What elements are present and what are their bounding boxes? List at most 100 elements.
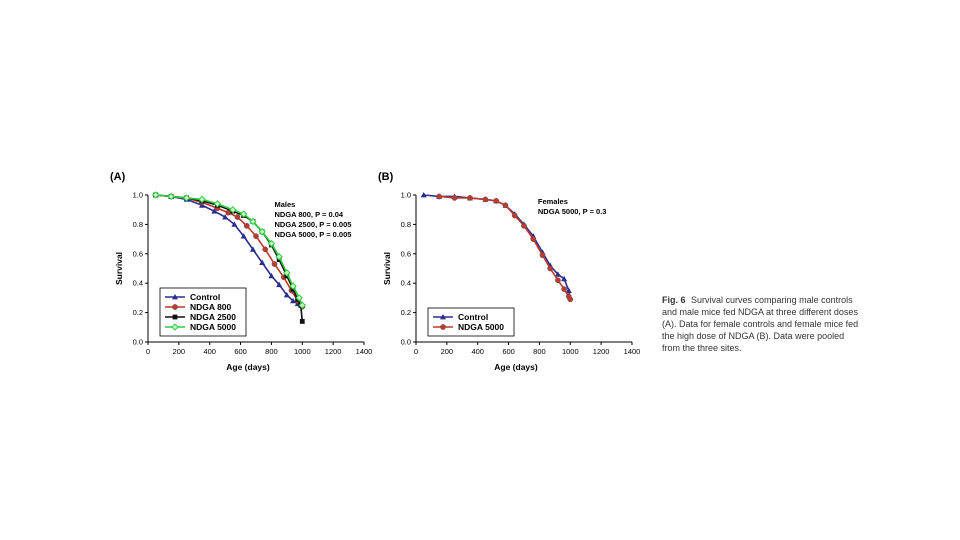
a-legend-label: NDGA 2500 [190, 312, 236, 322]
b-legend-marker [440, 314, 446, 320]
b-data-point [467, 195, 473, 201]
b-y-tick-label: 0.6 [401, 249, 411, 258]
b-y-tick-label: 0.8 [401, 220, 411, 229]
b-x-axis-title: Age (days) [494, 362, 538, 372]
a-panel-label: (A) [110, 171, 126, 183]
a-data-point [222, 214, 229, 220]
a-data-point [167, 192, 175, 201]
b-data-point [555, 277, 561, 284]
a-series-line [155, 194, 303, 307]
b-x-tick-label: 800 [533, 347, 546, 356]
b-x-tick-label: 1000 [562, 347, 579, 356]
b-panel-label: (B) [378, 171, 394, 183]
a-data-point [283, 291, 290, 298]
figure-caption: Fig. 6 Survival curves comparing male co… [662, 294, 862, 354]
a-data-point [213, 200, 222, 208]
b-x-tick-label: 1400 [624, 347, 641, 356]
b-x-tick-label: 0 [414, 347, 418, 356]
a-annotation-line: Males [275, 200, 296, 209]
caption-label: Fig. 6 [662, 295, 686, 305]
a-data-point [298, 301, 306, 309]
a-x-tick-label: 1200 [325, 347, 342, 356]
b-x-tick-label: 200 [441, 347, 454, 356]
a-data-point [182, 194, 191, 202]
a-x-tick-label: 400 [203, 347, 216, 356]
a-data-point [290, 297, 297, 304]
chart-b: (B) 0 200 400 600 800 1000 1200 1400 0.0 0.2 0.4 0.6… [378, 171, 641, 372]
a-data-point [262, 246, 269, 253]
a-data-point [234, 214, 241, 220]
a-y-tick-label: 0.0 [133, 338, 143, 347]
b-y-tick-label: 0.4 [401, 279, 411, 288]
b-y-axis-title: Survival [382, 252, 392, 285]
a-data-point [249, 246, 256, 252]
a-y-tick-label: 0.2 [133, 308, 143, 317]
a-y-tick-label: 0.6 [133, 249, 143, 258]
b-y-tick-label: 0.0 [401, 338, 411, 347]
a-data-point [276, 281, 283, 288]
a-legend-label: Control [190, 292, 220, 302]
b-legend-label: NDGA 5000 [458, 322, 504, 332]
a-annotation-line: NDGA 2500, P = 0.005 [275, 220, 352, 229]
b-x-tick-label: 400 [471, 347, 484, 356]
a-legend-marker [171, 323, 179, 331]
a-data-point [229, 205, 237, 214]
a-data-point [231, 221, 238, 227]
a-legend-marker [172, 294, 178, 300]
b-data-point [530, 236, 537, 242]
a-data-point [243, 223, 250, 229]
a-annotation-line: NDGA 800, P = 0.04 [275, 210, 344, 219]
a-y-tick-label: 0.8 [133, 220, 143, 229]
caption-text: Survival curves comparing male controls … [662, 295, 859, 353]
a-data-point [275, 253, 283, 261]
a-data-point [268, 272, 275, 279]
a-legend-label: NDGA 5000 [190, 322, 236, 332]
a-data-point [211, 208, 218, 214]
a-x-tick-label: 600 [234, 347, 247, 356]
a-y-tick-label: 1.0 [133, 191, 143, 200]
b-data-point [547, 265, 554, 272]
b-annotation-line: Females [538, 197, 568, 206]
b-data-point [436, 193, 442, 200]
a-data-point [267, 239, 276, 248]
b-legend-label: Control [458, 312, 488, 322]
b-x-tick-label: 1200 [593, 347, 610, 356]
a-legend-marker [172, 314, 178, 320]
a-data-point [253, 233, 259, 240]
b-data-point [451, 195, 458, 201]
b-legend-marker [440, 324, 446, 330]
a-y-axis-title: Survival [114, 252, 124, 285]
chart-a: (A) 0 200 400 600 800 1000 1200 1400 0.0 0.2 0.4 0.6… [110, 171, 373, 372]
a-data-point [240, 233, 247, 239]
b-data-point [539, 252, 546, 259]
a-x-tick-label: 1000 [294, 347, 311, 356]
b-data-point [493, 198, 500, 204]
a-legend-marker [172, 304, 178, 310]
a-data-point [198, 195, 206, 204]
b-y-tick-label: 0.2 [401, 308, 411, 317]
b-data-point [561, 286, 567, 292]
b-data-point [554, 271, 561, 277]
a-x-tick-label: 1400 [356, 347, 373, 356]
b-data-point [561, 275, 568, 282]
b-data-point [420, 192, 427, 198]
b-legend-box [427, 307, 515, 337]
a-legend-label: NDGA 800 [190, 302, 232, 312]
a-data-point [295, 294, 303, 302]
b-data-point [511, 212, 518, 219]
a-x-tick-label: 200 [173, 347, 186, 356]
b-annotation-line: NDGA 5000, P = 0.3 [538, 207, 607, 216]
b-series-1 [436, 193, 574, 303]
b-x-tick-label: 600 [502, 347, 515, 356]
b-y-tick-label: 1.0 [401, 191, 411, 200]
a-x-axis-title: Age (days) [226, 362, 270, 372]
b-data-point [567, 296, 574, 303]
a-data-point [271, 261, 278, 267]
a-series-3 [152, 191, 306, 309]
b-data-point [565, 287, 572, 293]
b-data-point [502, 202, 509, 209]
a-data-point [239, 210, 248, 218]
a-annotation-line: NDGA 5000, P = 0.005 [275, 230, 352, 239]
b-data-point [482, 196, 489, 203]
